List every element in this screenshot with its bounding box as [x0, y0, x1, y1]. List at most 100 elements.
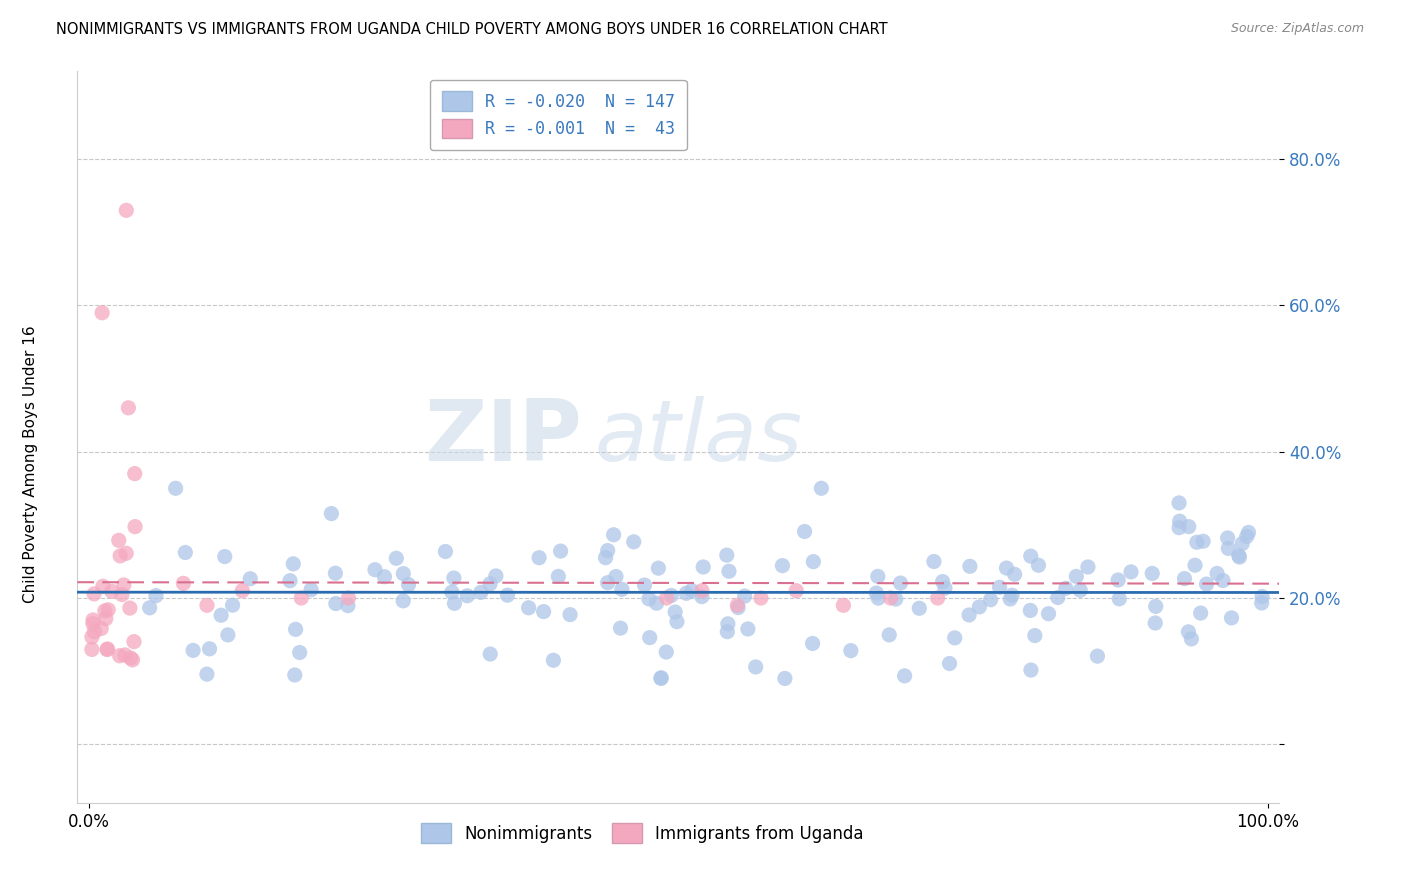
Point	[1038, 607, 1060, 621]
Point	[124, 467, 146, 481]
Point	[558, 607, 581, 622]
Text: atlas: atlas	[595, 395, 803, 479]
Point	[1229, 550, 1251, 565]
Point	[717, 616, 740, 631]
Point	[602, 528, 624, 542]
Point	[655, 591, 678, 605]
Point	[284, 668, 307, 682]
Point	[801, 555, 824, 569]
Point	[290, 591, 312, 605]
Point	[91, 579, 114, 593]
Point	[385, 551, 408, 566]
Point	[533, 605, 555, 619]
Point	[609, 621, 631, 635]
Point	[868, 591, 890, 606]
Point	[927, 591, 949, 605]
Point	[995, 561, 1018, 575]
Point	[443, 596, 465, 610]
Point	[1168, 514, 1191, 528]
Point	[716, 624, 738, 639]
Point	[1212, 574, 1234, 588]
Text: Child Poverty Among Boys Under 16: Child Poverty Among Boys Under 16	[24, 325, 38, 603]
Point	[770, 558, 793, 573]
Point	[908, 601, 931, 615]
Point	[1220, 611, 1243, 625]
Point	[866, 569, 889, 583]
Point	[117, 401, 139, 415]
Point	[83, 587, 105, 601]
Point	[434, 544, 457, 558]
Point	[595, 550, 617, 565]
Point	[470, 585, 492, 599]
Point	[650, 671, 672, 685]
Point	[181, 643, 204, 657]
Point	[1142, 566, 1164, 581]
Point	[1250, 596, 1272, 610]
Point	[893, 669, 915, 683]
Point	[1218, 541, 1240, 556]
Point	[392, 566, 415, 581]
Point	[749, 591, 772, 605]
Point	[638, 631, 661, 645]
Point	[1227, 549, 1250, 563]
Point	[124, 519, 146, 533]
Point	[111, 587, 134, 601]
Point	[1216, 531, 1239, 545]
Point	[195, 667, 218, 681]
Point	[1168, 496, 1191, 510]
Point	[1087, 649, 1109, 664]
Point	[596, 575, 619, 590]
Point	[1077, 560, 1099, 574]
Point	[122, 634, 145, 648]
Point	[801, 636, 824, 650]
Point	[737, 622, 759, 636]
Point	[998, 591, 1021, 606]
Point	[107, 533, 129, 548]
Point	[1237, 525, 1260, 540]
Point	[231, 583, 253, 598]
Point	[165, 481, 187, 495]
Point	[969, 599, 991, 614]
Point	[398, 577, 420, 591]
Point	[97, 603, 120, 617]
Point	[120, 651, 142, 665]
Point	[1024, 629, 1046, 643]
Point	[957, 607, 980, 622]
Point	[1054, 582, 1077, 596]
Point	[221, 598, 243, 612]
Point	[1046, 591, 1069, 605]
Point	[675, 586, 697, 600]
Point	[440, 585, 463, 599]
Point	[1107, 573, 1129, 587]
Point	[118, 601, 141, 615]
Point	[1069, 583, 1091, 598]
Point	[647, 561, 669, 575]
Point	[94, 604, 117, 618]
Point	[664, 605, 686, 619]
Point	[1019, 549, 1042, 564]
Point	[690, 583, 713, 598]
Point	[650, 672, 672, 686]
Point	[810, 481, 832, 495]
Point	[174, 545, 197, 559]
Point	[392, 594, 415, 608]
Point	[108, 549, 131, 563]
Point	[138, 600, 160, 615]
Point	[988, 580, 1011, 594]
Point	[734, 589, 756, 603]
Point	[217, 628, 239, 642]
Point	[665, 615, 688, 629]
Point	[879, 591, 901, 605]
Point	[1195, 577, 1218, 591]
Point	[82, 613, 104, 627]
Point	[336, 599, 359, 613]
Text: Source: ZipAtlas.com: Source: ZipAtlas.com	[1230, 22, 1364, 36]
Point	[884, 592, 907, 607]
Point	[1144, 615, 1167, 630]
Point	[550, 544, 572, 558]
Point	[96, 642, 118, 657]
Point	[959, 559, 981, 574]
Point	[364, 563, 387, 577]
Point	[922, 555, 945, 569]
Point	[82, 616, 104, 631]
